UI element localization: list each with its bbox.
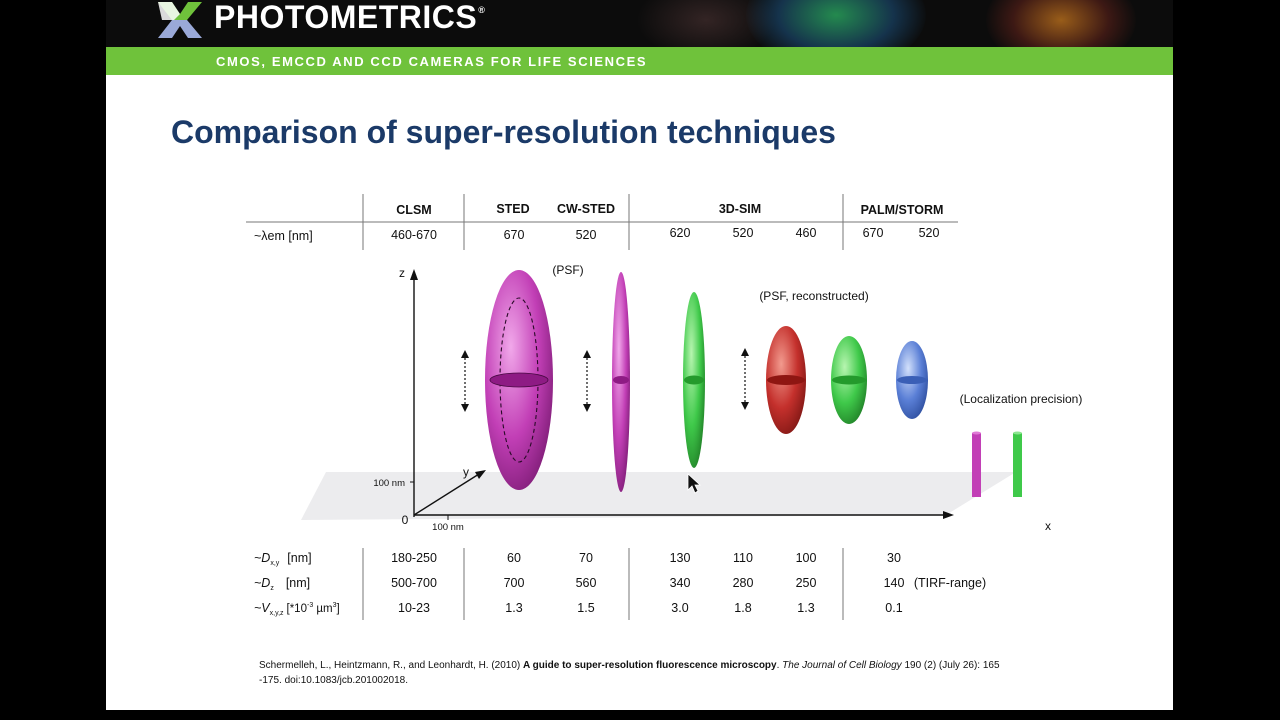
origin-label: 0 (402, 513, 409, 527)
v-sim-red: 3.0 (671, 601, 688, 615)
v-sted: 1.3 (505, 601, 522, 615)
lambda-palm-1: 670 (863, 226, 884, 240)
header-sted: STED (496, 202, 529, 216)
v-sim-green: 1.8 (734, 601, 751, 615)
table-header: CLSM STED CW-STED 3D-SIM PALM/STORM ~λem… (246, 194, 958, 250)
v-cw-sted: 1.5 (577, 601, 594, 615)
header-3d-sim: 3D-SIM (719, 202, 761, 216)
tagline-bar: CMOS, EMCCD AND CCD CAMERAS FOR LIFE SCI… (106, 47, 1173, 75)
comparison-figure: CLSM STED CW-STED 3D-SIM PALM/STORM ~λem… (246, 194, 1083, 620)
dz-sim-green: 280 (733, 576, 754, 590)
lambda-sim-blue: 460 (796, 226, 817, 240)
dxy-clsm: 180-250 (391, 551, 437, 565)
axes (410, 269, 954, 519)
scale-z-label: 100 nm (373, 478, 405, 489)
dz-sim-red: 340 (670, 576, 691, 590)
lambda-cw-sted: 520 (576, 228, 597, 242)
lambda-sim-red: 620 (670, 226, 691, 240)
dz-sim-blue: 250 (796, 576, 817, 590)
lambda-palm-2: 520 (919, 226, 940, 240)
dxy-sim-blue: 100 (796, 551, 817, 565)
dz-clsm: 500-700 (391, 576, 437, 590)
dxy-palm: 30 (887, 551, 901, 565)
psf-cw-sted (683, 292, 705, 468)
header-banner: PHOTOMETRICS® (106, 0, 1173, 47)
dxy-row-label: ~Dx,y [nm] (254, 551, 312, 567)
brand-name: PHOTOMETRICS® (214, 0, 486, 35)
dz-sted: 700 (504, 576, 525, 590)
scale-x-label: 100 nm (432, 522, 464, 533)
dxy-sim-red: 130 (670, 551, 691, 565)
mouse-cursor-icon (687, 473, 702, 494)
psf-sim-red (766, 326, 806, 434)
v-row-label: ~Vx,y,z [*10-3 µm3] (254, 601, 340, 617)
floor-plane (301, 472, 1016, 520)
axis-z-label: z (399, 266, 405, 280)
lambda-sim-green: 520 (733, 226, 754, 240)
dxy-cw-sted: 70 (579, 551, 593, 565)
psf-reconstructed-label: (PSF, reconstructed) (759, 289, 868, 303)
header-clsm: CLSM (396, 203, 431, 217)
psf-sim-blue (896, 341, 928, 419)
banner-cell-image (986, 0, 1136, 47)
header-cw-sted: CW-STED (557, 202, 615, 216)
v-sim-blue: 1.3 (797, 601, 814, 615)
psf-sim-green (831, 336, 867, 424)
dz-palm: 140 (884, 576, 905, 590)
tagline: CMOS, EMCCD AND CCD CAMERAS FOR LIFE SCI… (216, 54, 648, 69)
lambda-row-label: ~λem [nm] (254, 229, 313, 243)
axis-x-label: x (1045, 519, 1051, 533)
dxy-sted: 60 (507, 551, 521, 565)
dz-palm-note: (TIRF-range) (914, 576, 986, 590)
dz-cw-sted: 560 (576, 576, 597, 590)
citation: Schermelleh, L., Heintzmann, R., and Leo… (259, 660, 1000, 686)
banner-cell-image (746, 0, 926, 47)
dxy-sim-green: 110 (733, 551, 753, 565)
slide-title: Comparison of super-resolution technique… (171, 114, 836, 150)
header-palm-storm: PALM/STORM (861, 203, 944, 217)
axis-y-label: y (463, 465, 469, 479)
dz-row-label: ~Dz [nm] (254, 576, 310, 592)
photometrics-x-logo-icon (158, 2, 202, 38)
v-clsm: 10-23 (398, 601, 430, 615)
lambda-sted: 670 (504, 228, 525, 242)
psf-sted (612, 272, 630, 492)
slide: PHOTOMETRICS® CMOS, EMCCD AND CCD CAMERA… (106, 0, 1173, 710)
psf-clsm (485, 270, 553, 490)
localization-label: (Localization precision) (960, 392, 1083, 406)
table-bottom: ~Dx,y [nm] 180-250 60 70 130 110 100 30 ~… (254, 548, 986, 620)
psf-label: (PSF) (552, 263, 583, 277)
v-palm: 0.1 (885, 601, 902, 615)
localization-bars (972, 431, 1022, 497)
lambda-clsm: 460-670 (391, 228, 437, 242)
